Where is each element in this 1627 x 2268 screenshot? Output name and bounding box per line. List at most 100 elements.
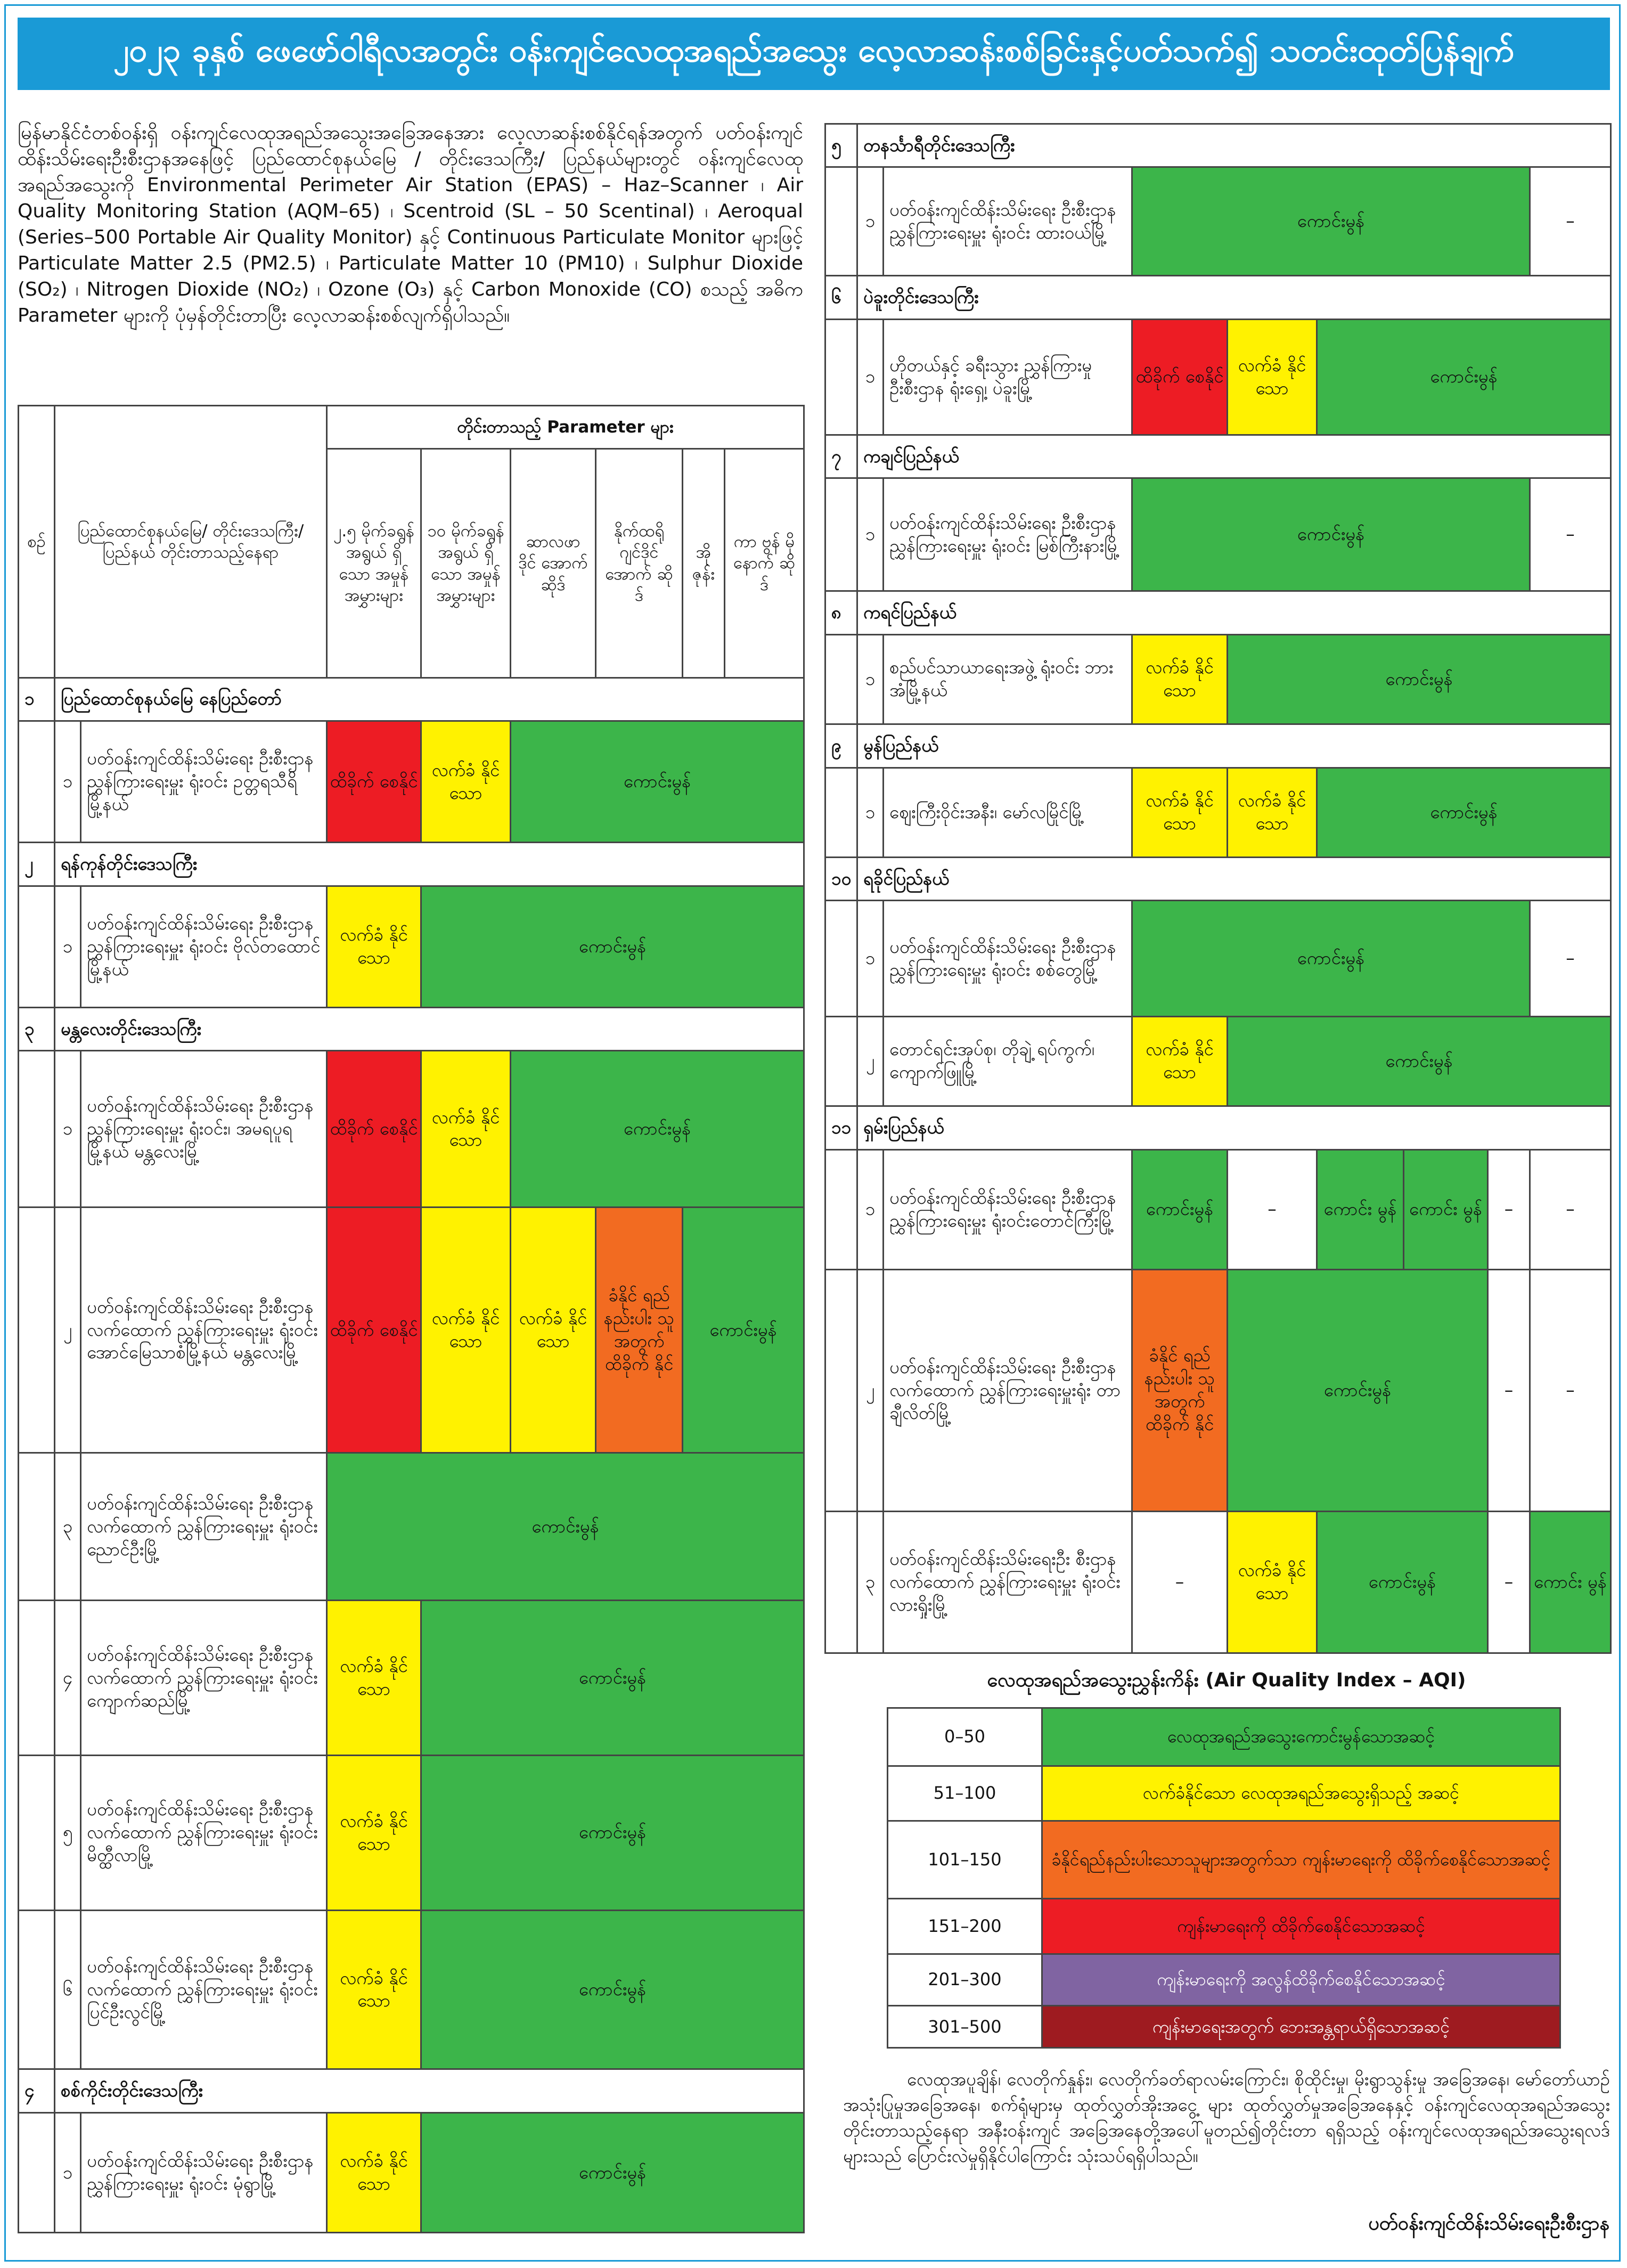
blank-cell: [824, 1015, 858, 1107]
group-name: ပြည်ထောင်စုနယ်မြေ နေပြည်တော်: [53, 676, 805, 722]
status-cell: ကောင်းမွန်: [325, 1452, 805, 1602]
status-cell: ကောင်းမွန်: [420, 1754, 805, 1911]
station-row: ၁ပတ်ဝန်းကျင်ထိန်းသိမ်းရေး ဦးစီးဌာန ညွှန်…: [824, 900, 1612, 1017]
station-row: ၁ဈေးကြီးဝိုင်းအနီး၊ မော်လမြိုင်မြို့ လက်ခ…: [824, 766, 1612, 858]
status-cell: လက်ခံ နိုင်သော: [326, 1909, 422, 2070]
aqi-range: 201–300: [887, 1953, 1043, 2007]
row-no: ၂: [856, 1268, 884, 1512]
status-cell: ခံနိုင် ရည် နည်းပါး သူ အတွက် ထိခိုက် နို…: [1131, 1268, 1228, 1512]
station-row: ၃ပတ်ဝန်းကျင်ထိန်းသိမ်းရေး ဦးစီးဌာနလက်ထော…: [18, 1452, 805, 1602]
signature: ပတ်ဝန်းကျင်ထိန်းသိမ်းရေးဦးစီးဌာန: [1368, 2213, 1609, 2234]
status-cell: –: [1227, 1148, 1318, 1270]
row-no: ၆: [54, 1909, 81, 2070]
group-no: ၄: [18, 2068, 55, 2114]
status-cell: ခံနိုင် ရည် နည်းပါး သူ အတွက် ထိခိုက် နို…: [595, 1206, 683, 1454]
blank-cell: [18, 1452, 55, 1602]
row-no: ၁: [54, 720, 81, 844]
status-cell: ကောင်းမွန်: [1315, 766, 1612, 858]
group-no: ၇: [824, 434, 858, 479]
station-row: ၆ပတ်ဝန်းကျင်ထိန်းသိမ်းရေး ဦးစီးဌာန လက်ထေ…: [18, 1909, 805, 2070]
blank-cell: [824, 766, 858, 858]
status-cell: –: [1528, 900, 1612, 1017]
group-name: ကချင်ပြည်နယ်: [856, 434, 1612, 479]
status-cell: ကောင်းမွန်: [1131, 166, 1531, 277]
station-place: ပတ်ဝန်းကျင်ထိန်းသိမ်းရေး ဦးစီးဌာန ညွှန်က…: [882, 166, 1133, 277]
station-row: ၁စည်ပင်သာယာရေးအဖွဲ့ ရုံးဝင်း ဘားအံမြို့န…: [824, 633, 1612, 725]
status-cell: ထိခိုက် စေနိုင်: [326, 1050, 422, 1208]
header-cell: ပြည်ထောင်စုနယ်မြေ/ တိုင်းဒေသကြီး/ပြည်နယ်…: [54, 405, 328, 679]
blank-cell: [824, 633, 858, 725]
aqi-row: 101–150 ခံနိုင်ရည်နည်းပါးသောသူများအတွက်သာ…: [887, 1820, 1561, 1900]
blank-cell: [18, 1754, 55, 1911]
status-cell: လက်ခံ နိုင်သော: [420, 1050, 511, 1208]
header-row: စဉ် ပြည်ထောင်စုနယ်မြေ/ တိုင်းဒေသကြီး/ပြည်…: [18, 404, 805, 679]
blank-cell: [824, 318, 858, 436]
row-no: ၁: [856, 1148, 884, 1270]
row-no: ၃: [54, 1452, 81, 1602]
station-row: ၅ပတ်ဝန်းကျင်ထိန်းသိမ်းရေး ဦးစီးဌာန လက်ထေ…: [18, 1754, 805, 1911]
aqi-level: ကျန်းမာရေးကို အလွန်ထိခိုက်စေနိုင်သောအဆင့…: [1041, 1953, 1561, 2007]
status-cell: ကောင်းမွန်: [420, 885, 805, 1008]
status-cell: ကောင်း မွန်: [1316, 1148, 1404, 1270]
station-row: ၁ပတ်ဝန်းကျင်ထိန်းသိမ်းရေး ဦးစီးဌာန ညွှန်…: [824, 166, 1612, 277]
blank-cell: [18, 885, 55, 1008]
group-row: ၅တနင်္သာရီတိုင်းဒေသကြီး: [824, 123, 1612, 168]
title-bar: ၂၀၂၃ ခုနှစ် ဖေဖော်ဝါရီလအတွင်း ဝန်းကျင်လေ…: [18, 18, 1610, 90]
group-name: ရှမ်းပြည်နယ်: [856, 1105, 1612, 1151]
status-cell: ထိခိုက် စေနိုင်: [1131, 318, 1228, 436]
header-cell: ဆာလဖာ ဒိုင် အောက် ဆိုဒ်: [510, 448, 596, 679]
aqi-range: 101–150: [887, 1820, 1043, 1900]
station-row: ၁ပတ်ဝန်းကျင်ထိန်းသိမ်းရေး ဦးစီးဌာန ညွှန်…: [824, 1148, 1612, 1270]
status-cell: ကောင်းမွန်: [1131, 1148, 1228, 1270]
status-cell: ကောင်းမွန်: [420, 1909, 805, 2070]
status-cell: –: [1487, 1268, 1531, 1512]
header-row: ၂.၅ မိုက်ခရွန် အရွယ် ရှိသော အမှုန် အမွှာ…: [19, 448, 805, 679]
station-row: ၄ပတ်ဝန်းကျင်ထိန်းသိမ်းရေး ဦးစီးဌာန လက်ထေ…: [18, 1600, 805, 1756]
group-no: ၆: [824, 275, 858, 320]
group-no: ၃: [18, 1006, 55, 1052]
station-place: ဈေးကြီးဝိုင်းအနီး၊ မော်လမြိုင်မြို့: [882, 766, 1133, 858]
status-cell: –: [1131, 1510, 1228, 1654]
aqi-level: လက်ခံနိုင်သော လေထုအရည်အသွေးရှိသည့် အဆင့်: [1041, 1765, 1561, 1822]
status-cell: ကောင်းမွန်: [1316, 1510, 1489, 1654]
header-cell: ၂.၅ မိုက်ခရွန် အရွယ် ရှိသော အမှုန် အမွှာ…: [326, 448, 422, 679]
status-cell: ကောင်းမွန်: [1131, 900, 1531, 1017]
status-cell: –: [1528, 1268, 1612, 1512]
group-row: ၂ရန်ကုန်တိုင်းဒေသကြီး: [18, 842, 805, 887]
group-row: ၄စစ်ကိုင်းတိုင်းဒေသကြီး: [18, 2068, 805, 2114]
row-no: ၁: [856, 166, 884, 277]
aqi-range: 51–100: [887, 1765, 1043, 1822]
station-row: ၁ပတ်ဝန်းကျင်ထိန်းသိမ်းရေး ဦးစီးဌာန ညွှန်…: [18, 2111, 805, 2234]
group-row: ၁၀ ရခိုင်ပြည်နယ်: [824, 856, 1612, 902]
row-no: ၂: [856, 1015, 884, 1107]
row-no: ၄: [54, 1600, 81, 1756]
group-name: တနင်္သာရီတိုင်းဒေသကြီး: [856, 123, 1612, 168]
status-cell: လက်ခံ နိုင်သော: [420, 1206, 511, 1454]
station-place: ပတ်ဝန်းကျင်ထိန်းသိမ်းရေး ဦးစီးဌာန လက်ထော…: [80, 1909, 328, 2070]
station-row: ၂ပတ်ဝန်းကျင်ထိန်းသိမ်းရေး ဦးစီးဌာန လက်ထေ…: [18, 1206, 805, 1454]
blank-cell: [824, 166, 858, 277]
blank-cell: [18, 1206, 55, 1454]
station-place: ပတ်ဝန်းကျင်ထိန်းသိမ်းရေး ဦးစီးဌာန လက်ထော…: [882, 1268, 1133, 1512]
status-cell: ကောင်းမွန်: [1226, 1015, 1612, 1107]
station-place: ပတ်ဝန်းကျင်ထိန်းသိမ်းရေး ဦးစီးဌာန လက်ထော…: [80, 1600, 328, 1756]
group-no: ၅: [824, 123, 858, 168]
group-row: ၃မန္တလေးတိုင်းဒေသကြီး: [18, 1006, 805, 1052]
aqi-table: 0–50 လေထုအရည်အသွေးကောင်းမွန်သောအဆင့် 51–10…: [887, 1707, 1561, 2049]
group-name: ရခိုင်ပြည်နယ်: [856, 856, 1612, 902]
status-cell: ကောင်း မွန်: [1528, 1510, 1612, 1654]
group-name: ပဲခူးတိုင်းဒေသကြီး: [856, 275, 1612, 320]
group-row: ၈ကရင်ပြည်နယ်: [824, 590, 1612, 635]
status-cell: လက်ခံ နိုင်သော: [326, 2111, 422, 2234]
group-no: ၁၁: [824, 1105, 858, 1151]
status-cell: –: [1528, 477, 1612, 592]
station-place: ပတ်ဝန်းကျင်ထိန်းသိမ်းရေး ဦးစီးဌာန ညွှန်က…: [80, 1050, 328, 1208]
row-no: ၁: [856, 633, 884, 725]
row-no: ၅: [54, 1754, 81, 1911]
group-no: ၁: [18, 676, 55, 722]
data-table: ၅တနင်္သာရီတိုင်းဒေသကြီး၁ပတ်ဝန်းကျင်ထိန်း…: [824, 123, 1612, 1654]
status-cell: ကောင်းမွန်: [1227, 1268, 1489, 1512]
group-row: ၇ကချင်ပြည်နယ်: [824, 434, 1612, 479]
status-cell: –: [1487, 1148, 1531, 1270]
status-cell: ထိခိုက် စေနိုင်: [326, 1206, 422, 1454]
